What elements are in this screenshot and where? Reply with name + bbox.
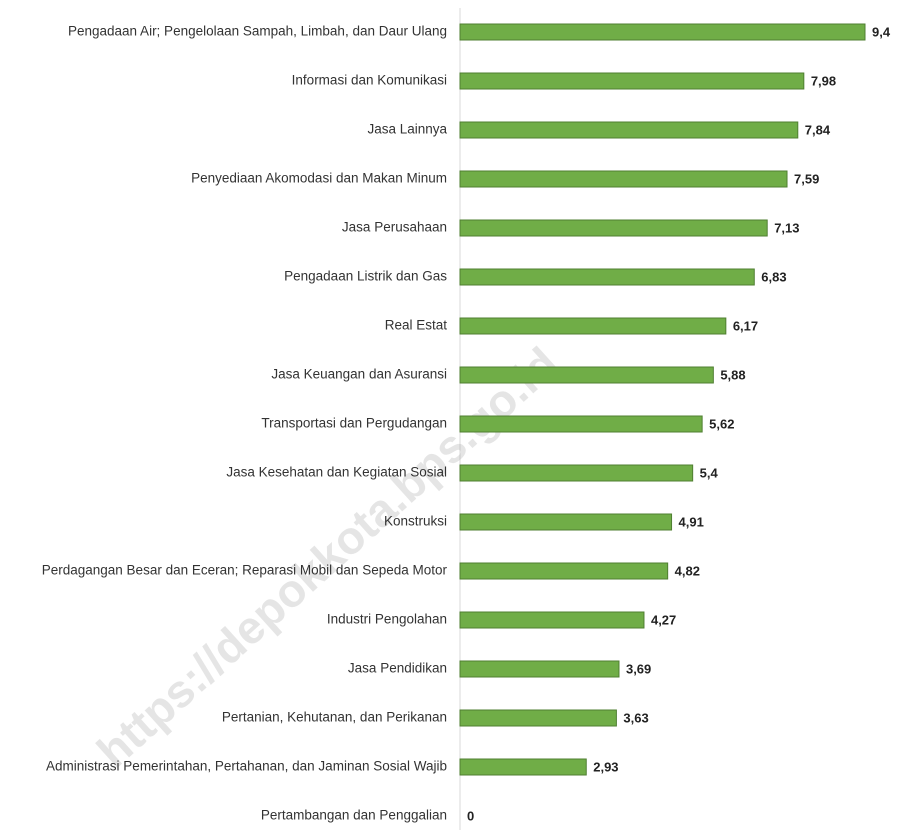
category-label: Jasa Perusahaan (342, 220, 447, 235)
bar (459, 758, 587, 776)
category-label: Penyediaan Akomodasi dan Makan Minum (191, 171, 447, 186)
value-label: 9,4 (872, 24, 891, 39)
category-label: Jasa Pendidikan (348, 661, 447, 676)
category-label: Jasa Kesehatan dan Kegiatan Sosial (226, 465, 447, 480)
value-label: 0 (467, 808, 474, 823)
category-label: Industri Pengolahan (327, 612, 447, 627)
category-label: Transportasi dan Pergudangan (261, 416, 447, 431)
value-label: 5,4 (700, 465, 719, 480)
value-label: 6,83 (761, 269, 786, 284)
category-label: Pengadaan Air; Pengelolaan Sampah, Limba… (68, 24, 447, 39)
bar (459, 219, 768, 237)
value-label: 4,27 (651, 612, 676, 627)
bar (459, 709, 617, 727)
bar (459, 464, 694, 482)
category-label: Pertanian, Kehutanan, dan Perikanan (222, 710, 447, 725)
category-label: Jasa Lainnya (367, 122, 447, 137)
bar (459, 170, 788, 188)
category-label: Konstruksi (384, 514, 447, 529)
bar (459, 660, 620, 678)
bar (459, 23, 866, 41)
bar (459, 268, 755, 286)
value-label: 7,59 (794, 171, 819, 186)
category-label: Perdagangan Besar dan Eceran; Reparasi M… (42, 563, 448, 578)
value-label: 2,93 (593, 759, 618, 774)
value-label: 3,69 (626, 661, 651, 676)
value-label: 5,62 (709, 416, 734, 431)
bar (459, 72, 805, 90)
value-label: 7,84 (805, 122, 831, 137)
value-label: 7,98 (811, 73, 836, 88)
value-label: 5,88 (720, 367, 745, 382)
bar (459, 366, 714, 384)
value-label: 3,63 (623, 710, 648, 725)
category-label: Real Estat (385, 318, 448, 333)
value-label: 4,91 (679, 514, 704, 529)
bar (459, 415, 703, 433)
category-label: Pertambangan dan Penggalian (261, 808, 447, 823)
category-label: Jasa Keuangan dan Asuransi (271, 367, 447, 382)
value-label: 7,13 (774, 220, 799, 235)
bar (459, 562, 669, 580)
category-label: Informasi dan Komunikasi (292, 73, 447, 88)
bar (459, 121, 799, 139)
value-label: 4,82 (675, 563, 700, 578)
bar (459, 317, 727, 335)
bar (459, 513, 673, 531)
value-label: 6,17 (733, 318, 758, 333)
category-label: Pengadaan Listrik dan Gas (284, 269, 447, 284)
category-label: Administrasi Pemerintahan, Pertahanan, d… (46, 759, 447, 774)
bar (459, 611, 645, 629)
